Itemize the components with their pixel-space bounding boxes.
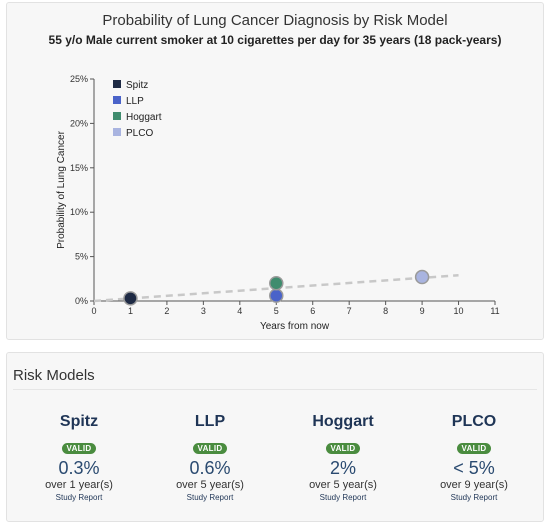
model-period: over 9 year(s) <box>440 479 508 491</box>
model-value: < 5% <box>453 458 495 478</box>
model-card-spitz: Spitz VALID 0.3% over 1 year(s) Study Re… <box>19 413 139 502</box>
x-tick-label: 10 <box>454 306 464 316</box>
legend-swatch-llp <box>113 96 121 104</box>
y-tick-label: 15% <box>70 163 88 173</box>
model-period: over 5 year(s) <box>176 479 244 491</box>
study-report-link[interactable]: Study Report <box>319 493 367 502</box>
model-name: LLP <box>194 413 226 430</box>
model-card-llp: LLP VALID 0.6% over 5 year(s) Study Repo… <box>150 413 270 502</box>
legend-swatch-spitz <box>113 80 121 88</box>
model-value: 0.3% <box>58 458 100 478</box>
x-tick-label: 8 <box>383 306 388 316</box>
risk-models-panel: Risk Models Spitz VALID 0.3% over 1 year… <box>6 352 544 522</box>
x-tick-label: 9 <box>420 306 425 316</box>
risk-chart: 0% 5% 10% 15% 20% 25% 0 1 2 3 4 5 6 7 8 9 10 11 Years from… <box>56 74 500 332</box>
legend-label-plco: PLCO <box>126 128 153 139</box>
x-tick-label: 0 <box>91 306 96 316</box>
model-card-hoggart: Hoggart VALID 2% over 5 year(s) Study Re… <box>283 413 403 502</box>
model-name: PLCO <box>451 413 497 430</box>
data-point-spitz <box>123 291 138 306</box>
x-tick-label: 2 <box>164 306 169 316</box>
valid-badge: VALID <box>456 443 492 454</box>
y-tick-label: 5% <box>75 252 88 262</box>
model-name: Hoggart <box>312 413 374 430</box>
y-axis-label: Probability of Lung Cancer <box>56 130 67 249</box>
legend-swatch-hoggart <box>113 112 121 120</box>
model-value: 0.6% <box>189 458 231 478</box>
x-tick-label: 11 <box>490 306 499 316</box>
x-tick-label: 7 <box>347 306 352 316</box>
chart-title: Probability of Lung Cancer Diagnosis by … <box>102 12 448 29</box>
legend-label-llp: LLP <box>126 96 144 107</box>
risk-models-header: Risk Models <box>13 367 95 384</box>
chart-panel: Probability of Lung Cancer Diagnosis by … <box>6 2 544 340</box>
valid-badge: VALID <box>61 443 97 454</box>
study-report-link[interactable]: Study Report <box>55 493 103 502</box>
divider <box>13 389 537 390</box>
data-point-plco <box>414 269 430 285</box>
x-tick-label: 1 <box>128 306 133 316</box>
y-tick-label: 25% <box>70 74 88 84</box>
x-tick-label: 4 <box>237 306 242 316</box>
model-name: Spitz <box>59 413 99 430</box>
x-tick-label: 5 <box>274 306 279 316</box>
data-point-hoggart <box>269 275 284 291</box>
study-report-link[interactable]: Study Report <box>186 493 234 502</box>
legend-label-spitz: Spitz <box>126 80 148 91</box>
model-period: over 5 year(s) <box>309 479 377 491</box>
model-value: 2% <box>329 458 356 478</box>
y-tick-label: 20% <box>70 118 88 128</box>
y-tick-label: 0% <box>75 296 88 306</box>
x-tick-label: 3 <box>201 306 206 316</box>
valid-badge: VALID <box>325 443 361 454</box>
legend-swatch-plco <box>113 128 121 136</box>
y-tick-label: 10% <box>70 207 88 217</box>
x-tick-label: 6 <box>310 306 315 316</box>
chart-subtitle: 55 y/o Male current smoker at 10 cigaret… <box>48 33 502 47</box>
valid-badge: VALID <box>192 443 228 454</box>
x-axis-label: Years from now <box>260 321 330 332</box>
study-report-link[interactable]: Study Report <box>450 493 498 502</box>
legend-label-hoggart: Hoggart <box>126 112 162 123</box>
model-card-plco: PLCO VALID < 5% over 9 year(s) Study Rep… <box>414 413 534 502</box>
model-period: over 1 year(s) <box>45 479 113 491</box>
data-point-llp <box>269 288 284 303</box>
